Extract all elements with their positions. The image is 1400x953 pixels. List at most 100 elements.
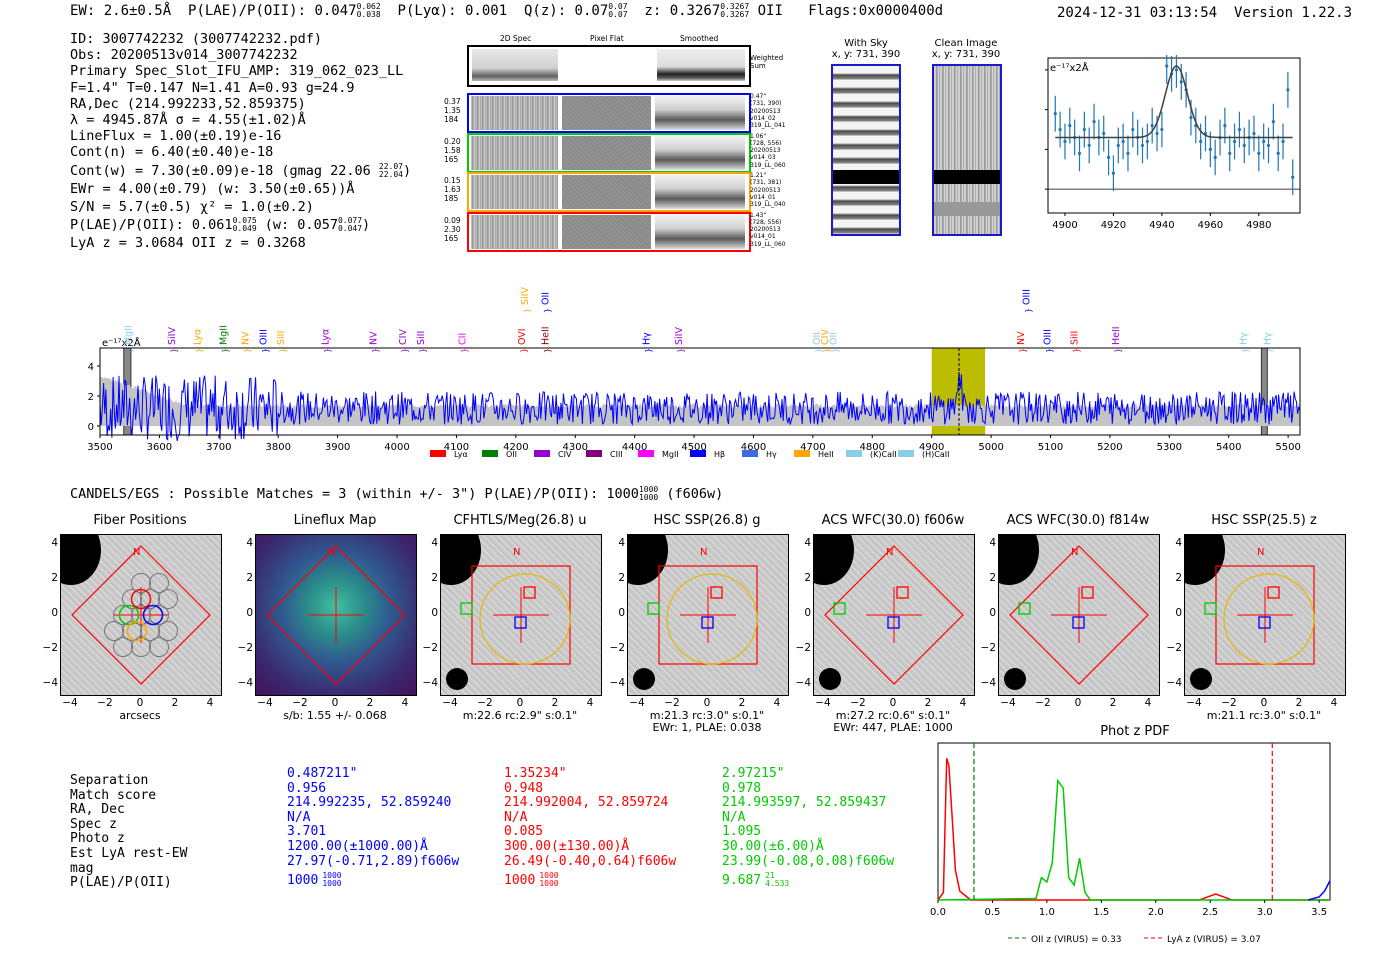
panel-north: N <box>513 547 520 558</box>
match-value: 0.948 <box>504 780 544 796</box>
zoom-xticks: 4900 4920 4940 4960 4980 <box>1052 213 1272 231</box>
weighted-sum-label: Weighted Sum <box>750 54 784 70</box>
spectrum-line-brace: { <box>544 348 553 353</box>
panel-xtick-label: 0 <box>516 697 524 709</box>
match-column-1: 1.35234" 0.948 214.992004, 52.859724 N/A 0.0… <box>504 766 676 889</box>
spec-row-left-val: 0.37 <box>444 97 461 106</box>
spectrum-line-brace: { <box>1114 348 1123 353</box>
match-column-0: 0.487211" 0.956 214.992235, 52.859240 N/A 3.… <box>287 766 460 889</box>
spectrum-line-label: MgII <box>219 325 230 345</box>
spectrum-xtick-label: 5500 <box>1275 442 1300 453</box>
zoom-xtick-label: 4980 <box>1246 220 1271 231</box>
info-lyaz: LyA z = 3.0684 OII z = 0.3268 <box>70 235 306 252</box>
with-sky-title: With Sky x, y: 731, 390 <box>818 38 914 60</box>
plae-lo: 0.038 <box>356 10 381 19</box>
spec-row-box-0 <box>467 93 751 133</box>
panel-title-4: ACS WFC(30.0) f606w <box>821 513 965 528</box>
panel-xtick-label: 2 <box>924 697 932 709</box>
spectrum-line-label: NV <box>1016 331 1027 345</box>
panel-xtick-label: 0 <box>703 697 711 709</box>
lbl-specz: Spec z <box>70 816 117 832</box>
photz-ticks: 0.0 0.5 1.0 1.5 2.0 2.5 3.0 3.5 <box>930 900 1327 918</box>
panel-xtick-label: −2 <box>1035 697 1051 709</box>
spec-row-smoothed <box>655 214 745 249</box>
photz-xtick-label: 0.0 <box>930 907 946 918</box>
panel-xtick-label: 4 <box>773 697 781 709</box>
panel-ytick-label: 2 <box>246 572 253 584</box>
photz-series-green <box>937 778 1330 901</box>
panel-ytick-label: 4 <box>246 537 253 549</box>
spec-row-left-val: 184 <box>444 115 459 124</box>
spectrum-line-brace: { <box>371 348 380 353</box>
spectrum-xtick-label: 3800 <box>265 442 290 453</box>
spectrum-line-label: SiIV <box>520 287 531 305</box>
spec-row-right-val: 20200513 <box>750 107 781 115</box>
spec-row-left-val: 2.30 <box>444 224 461 234</box>
panel-star <box>1190 668 1212 690</box>
zoom-point <box>1126 151 1130 155</box>
match-value: N/A <box>722 809 746 825</box>
spec-row-smoothed <box>655 135 745 170</box>
spec-row-right-val: 20200513 <box>750 147 781 155</box>
panel-caption-6: m:21.1 rc:3.0" s:0.1" <box>1159 710 1369 722</box>
panel-xtick-label: 2 <box>171 697 179 709</box>
info-obs: Obs: 20200513v014_3007742232 <box>70 47 298 64</box>
match-value: 27.97(-0.71,2.89)f606w <box>287 853 460 869</box>
panel-xtick-label: −2 <box>292 697 308 709</box>
plae-value: P(LAE)/P(OII): 0.047 <box>188 3 357 19</box>
legend-label: MgII <box>662 450 679 459</box>
panel-title-5: ACS WFC(30.0) f814w <box>1006 513 1150 528</box>
panel-xtick-label: 0 <box>1260 697 1268 709</box>
lbl-lya-ew: Est LyA rest-EW <box>70 845 188 861</box>
info-contn: Cont(n) = 6.40(±0.40)e-18 <box>70 144 274 161</box>
spec-row-left-val: 1.63 <box>444 185 461 194</box>
qz-hi: 0.07 <box>608 2 628 11</box>
info-plae: P(LAE)/P(OII): 0.061 0.075 0.049 (w: 0.057… <box>70 217 411 234</box>
panel-xtick-label: 2 <box>1109 697 1117 709</box>
zoom-point <box>1276 151 1280 155</box>
zoom-point <box>1266 143 1271 148</box>
panel-title-2: CFHTLS/Meg(26.8) u <box>453 513 587 528</box>
legend-swatch <box>794 450 810 457</box>
spectrum-xtick-label: 5000 <box>978 442 1003 453</box>
spectrum-line-label: OIII <box>1022 289 1033 305</box>
panel-overlay: N <box>824 545 964 685</box>
spec-row-left-val: 1.58 <box>444 145 461 155</box>
spectrum-xtick-label: 5400 <box>1216 442 1241 453</box>
match-value: 0.978 <box>722 780 762 796</box>
panel-match-blue <box>1258 616 1271 629</box>
legend-swatch <box>430 450 446 457</box>
panel-north: N <box>700 547 707 558</box>
spec-row-left-val: 1.35 <box>444 106 461 115</box>
col-2dspec: 2D Spec <box>500 34 532 43</box>
zoom-chart: e⁻¹⁷x2Å 0123 4900 4920 4940 4960 4980 <box>1045 55 1301 231</box>
zoom-point <box>1271 119 1275 124</box>
panel-fiber <box>131 573 151 593</box>
spec-row-right-1: 1.06" (728, 556) 20200513 v014_03 319_LL_060 <box>750 133 786 169</box>
match-value: 3.701 <box>287 824 327 840</box>
panel-xtick-label: 4 <box>401 697 409 709</box>
zoom-xtick-label: 4920 <box>1101 220 1126 231</box>
panel-star <box>819 668 841 690</box>
spectrum-xtick-label: 3600 <box>147 442 172 453</box>
zoom-point <box>1058 127 1062 132</box>
spectrum-xtick-label: 4000 <box>384 442 409 453</box>
zoom-point <box>1077 151 1082 155</box>
spectrum-xtick-label: 5300 <box>1157 442 1182 453</box>
lbl-mag: mag <box>70 860 94 876</box>
legend-label: Lyα <box>454 450 468 459</box>
panel-overlay: N <box>1009 545 1149 685</box>
spectrum-line-brace: { <box>279 348 288 353</box>
panel-image-5: N <box>998 534 1160 696</box>
zoom-point <box>1053 112 1057 116</box>
panel-match-red <box>710 586 723 599</box>
panel-ytick-label: −4 <box>980 677 996 689</box>
spec-row-left-1: 0.20 1.58 165 <box>444 137 461 164</box>
panel-caption-1: s/b: 1.55 +/- 0.068 <box>230 710 440 722</box>
spectrum-line-brace: { <box>1265 348 1274 353</box>
spectrum-frame <box>99 347 1301 436</box>
panel-xticks-6: −4 −2 0 2 4 <box>1184 697 1344 711</box>
panel-xtick-label: 2 <box>551 697 559 709</box>
panel-fiber <box>140 589 160 609</box>
zoom-point <box>1281 139 1285 144</box>
